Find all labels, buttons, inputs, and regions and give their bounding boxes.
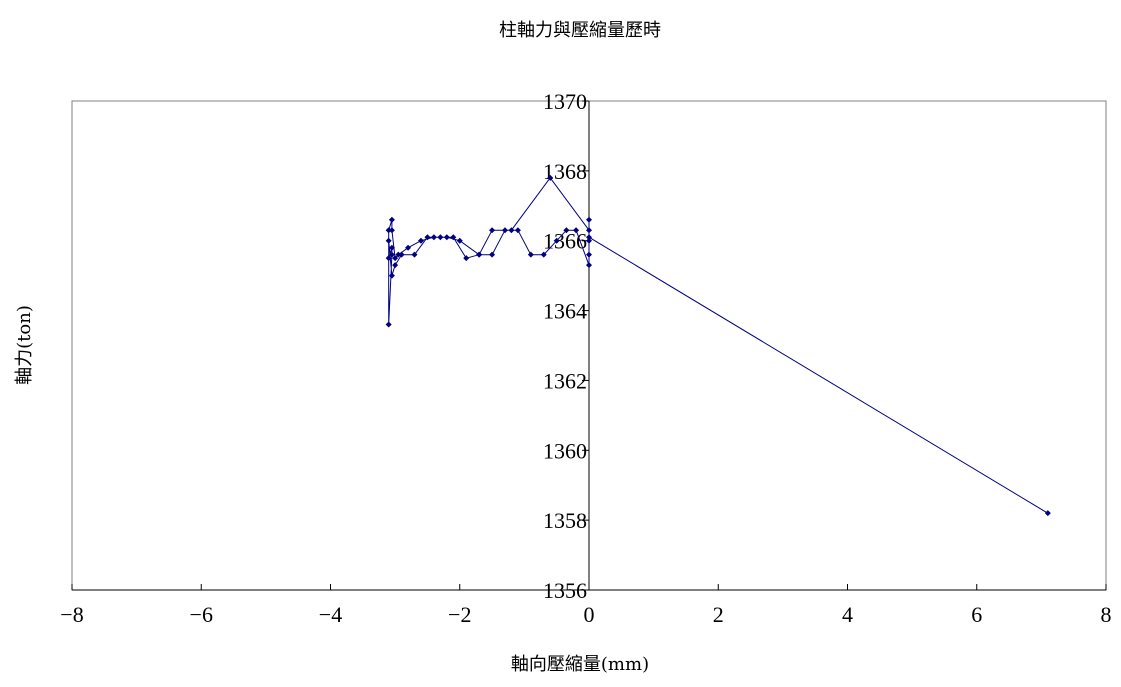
data-point — [553, 237, 560, 244]
data-point — [385, 255, 392, 262]
y-tick-label: 1364 — [543, 299, 587, 324]
data-point — [463, 255, 470, 262]
data-point — [395, 251, 402, 258]
y-tick-label: 1356 — [543, 578, 587, 603]
x-tick-label: 0 — [584, 602, 595, 627]
data-point — [489, 227, 496, 234]
y-tick-label: 1358 — [543, 508, 587, 533]
x-tick-label: 2 — [713, 602, 724, 627]
x-tick-labels: −8 −6 −4 −2 0 2 4 6 8 — [60, 602, 1111, 627]
data-point — [385, 227, 392, 234]
series-group — [385, 174, 1051, 517]
data-point — [501, 227, 508, 234]
data-point — [586, 234, 592, 241]
data-point — [388, 272, 395, 279]
x-tick-label: 4 — [842, 602, 853, 627]
data-point — [385, 237, 392, 244]
x-axis-label: 軸向壓縮量(mm) — [511, 654, 649, 675]
y-axis-label: 軸力(ton) — [14, 305, 35, 385]
data-point — [392, 262, 399, 269]
data-point — [476, 251, 483, 258]
data-point — [527, 251, 534, 258]
x-tick-label: −2 — [448, 602, 471, 627]
y-tick-label: 1362 — [543, 368, 587, 393]
data-point — [398, 251, 405, 258]
data-point — [405, 244, 412, 251]
data-point — [514, 227, 521, 234]
data-point — [508, 227, 515, 234]
data-point — [586, 251, 592, 258]
data-point — [586, 237, 592, 244]
x-tick-label: 8 — [1101, 602, 1112, 627]
data-point — [388, 244, 395, 251]
data-point — [489, 251, 496, 258]
data-point — [563, 227, 570, 234]
x-tick-label: −8 — [60, 602, 83, 627]
x-tick-label: −6 — [190, 602, 213, 627]
data-point — [392, 255, 399, 262]
y-tick-label: 1360 — [543, 438, 587, 463]
data-point — [443, 234, 450, 241]
data-point — [388, 227, 395, 234]
axes — [71, 100, 1107, 591]
data-point — [456, 237, 463, 244]
data-point — [430, 234, 437, 241]
data-point — [437, 234, 444, 241]
data-point — [450, 234, 457, 241]
data-point — [547, 174, 554, 181]
chart-title: 柱軸力與壓縮量歷時 — [499, 20, 661, 41]
data-point — [424, 234, 431, 241]
series-line — [388, 176, 1049, 514]
x-tick-label: −4 — [319, 602, 342, 627]
data-point — [385, 321, 392, 328]
y-tick-label: 1370 — [543, 89, 587, 114]
data-point — [417, 237, 424, 244]
data-point — [1044, 510, 1051, 517]
data-point — [388, 216, 395, 223]
x-tick-label: 6 — [971, 602, 982, 627]
data-point — [586, 216, 592, 223]
data-point — [586, 227, 592, 234]
data-point — [573, 227, 580, 234]
data-point — [411, 251, 418, 258]
data-point — [388, 251, 395, 258]
data-point — [586, 262, 592, 269]
data-point — [540, 251, 547, 258]
